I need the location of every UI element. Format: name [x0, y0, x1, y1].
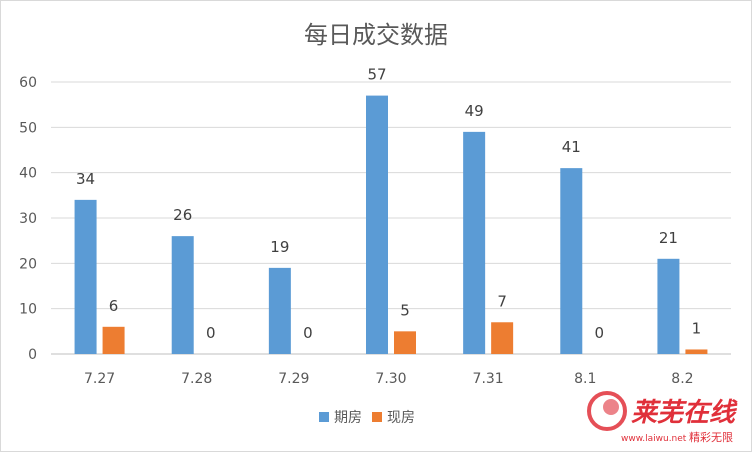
x-tick-label: 7.29 [278, 371, 309, 387]
data-label: 21 [659, 229, 678, 247]
x-tick-label: 7.27 [84, 371, 115, 387]
legend-swatch [372, 412, 382, 422]
x-tick-label: 7.30 [375, 371, 406, 387]
y-tick-label: 10 [19, 302, 37, 318]
data-label: 49 [465, 102, 484, 120]
data-label: 6 [109, 297, 119, 315]
watermark-brand: 莱芜在线 [631, 398, 738, 428]
y-axis-ticks: 0 10 20 30 40 50 60 [19, 75, 37, 363]
bar-existing [394, 331, 416, 354]
data-label: 57 [367, 66, 386, 84]
legend-label: 期房 [334, 410, 362, 426]
data-label: 19 [270, 238, 289, 256]
y-tick-label: 30 [19, 211, 37, 227]
bar-existing [491, 322, 514, 354]
bar-futures [657, 258, 680, 354]
legend: 期房 现房 [319, 410, 415, 426]
legend-label: 现房 [387, 410, 415, 426]
bar-existing [685, 349, 708, 354]
data-label: 0 [595, 324, 605, 342]
watermark-logo: 莱芜在线 www.laiwu.net 精彩无限 [587, 391, 738, 444]
data-label: 7 [497, 292, 507, 310]
x-tick-label: 8.1 [574, 371, 596, 387]
data-labels: 34 6 26 0 19 0 57 5 49 7 41 0 21 1 [76, 66, 701, 342]
y-tick-label: 20 [19, 256, 37, 272]
bar-futures [268, 267, 291, 354]
watermark-url: www.laiwu.net [621, 434, 687, 444]
data-label: 0 [206, 324, 216, 342]
bars [74, 95, 708, 354]
x-tick-label: 7.31 [473, 371, 504, 387]
data-label: 0 [303, 324, 313, 342]
x-tick-label: 7.28 [181, 371, 212, 387]
bar-futures [366, 95, 388, 354]
data-label: 26 [173, 206, 192, 224]
bar-futures [171, 236, 194, 354]
data-label: 1 [692, 319, 702, 337]
watermark-slogan: 精彩无限 [689, 431, 733, 444]
chart-title: 每日成交数据 [304, 21, 448, 49]
watermark-dot-icon [603, 399, 619, 415]
bar-futures [560, 168, 583, 354]
x-axis-ticks: 7.27 7.28 7.29 7.30 7.31 8.1 8.2 [84, 371, 694, 387]
y-tick-label: 0 [28, 347, 37, 363]
watermark-swirl-icon [587, 391, 627, 431]
x-tick-label: 8.2 [671, 371, 693, 387]
y-tick-label: 40 [19, 166, 37, 182]
bar-futures [463, 131, 486, 354]
y-tick-label: 50 [19, 120, 37, 136]
legend-swatch [319, 412, 329, 422]
gridlines [51, 81, 731, 355]
bar-futures [74, 199, 97, 354]
data-label: 41 [562, 138, 581, 156]
data-label: 34 [76, 170, 95, 188]
y-tick-label: 60 [19, 75, 37, 91]
bar-existing [102, 326, 125, 354]
data-label: 5 [400, 301, 410, 319]
